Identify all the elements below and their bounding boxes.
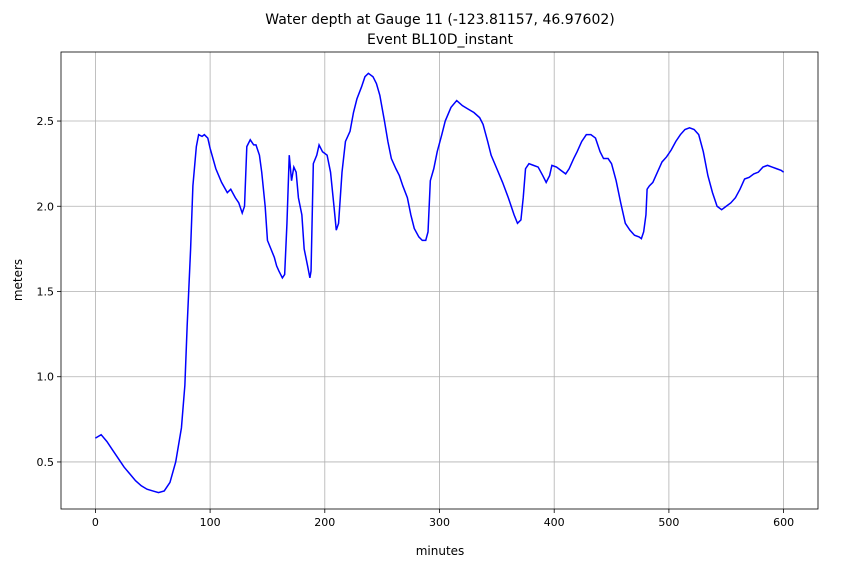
- x-tick-label: 300: [429, 516, 450, 529]
- x-tick-label: 400: [544, 516, 565, 529]
- y-tick-label: 2.0: [37, 200, 55, 213]
- chart-subtitle: Event BL10D_instant: [367, 32, 514, 48]
- data-line: [95, 72, 785, 494]
- y-tick-label: 0.5: [37, 456, 55, 469]
- y-axis-label: meters: [11, 259, 25, 301]
- x-tick-label: 0: [92, 516, 99, 529]
- chart-title: Water depth at Gauge 11 (-123.81157, 46.…: [265, 12, 614, 28]
- x-tick-label: 100: [200, 516, 221, 529]
- x-tick-label: 200: [314, 516, 335, 529]
- x-tick-label: 500: [658, 516, 679, 529]
- x-axis-label: minutes: [416, 544, 465, 558]
- y-tick-label: 1.5: [37, 285, 55, 298]
- plot-frame: [60, 51, 819, 510]
- y-tick-label: 2.5: [37, 115, 55, 128]
- y-tick-label: 1.0: [37, 371, 55, 384]
- x-tick-label: 600: [773, 516, 794, 529]
